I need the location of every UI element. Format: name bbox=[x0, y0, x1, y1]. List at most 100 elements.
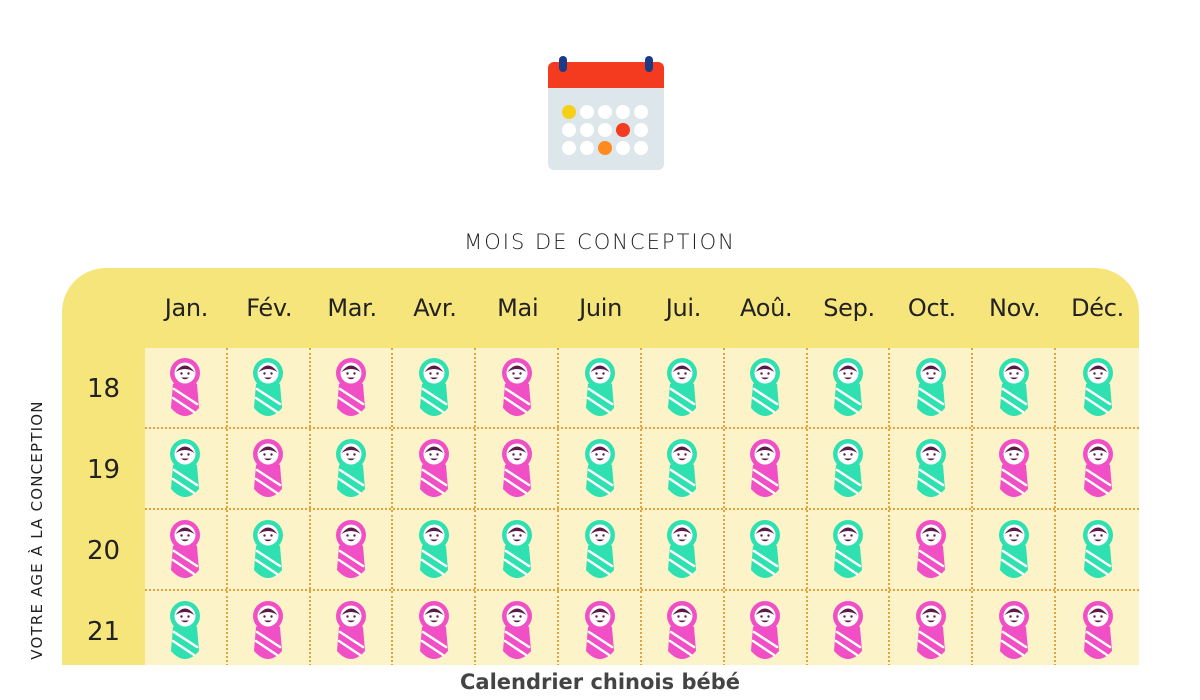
age-label: 18 bbox=[86, 373, 121, 404]
table-cell bbox=[1056, 348, 1139, 427]
boy-baby-icon bbox=[667, 358, 698, 416]
girl-baby-icon bbox=[667, 601, 698, 659]
table-cell bbox=[808, 348, 891, 427]
table-cell bbox=[476, 591, 560, 665]
boy-baby-icon bbox=[915, 358, 946, 416]
girl-baby-icon bbox=[750, 601, 781, 659]
table-cell bbox=[725, 348, 808, 427]
table-cell bbox=[642, 429, 725, 508]
calendar-icon bbox=[548, 56, 664, 170]
table-cell bbox=[476, 429, 560, 508]
month-header: Fév. bbox=[246, 294, 293, 322]
boy-baby-icon bbox=[667, 520, 698, 578]
month-header: Mai bbox=[497, 294, 539, 322]
girl-baby-icon bbox=[833, 601, 864, 659]
caption: Calendrier chinois bébé bbox=[459, 670, 740, 694]
table-cell bbox=[393, 591, 477, 665]
table-cell bbox=[890, 348, 974, 427]
boy-baby-icon bbox=[336, 439, 367, 497]
table-cell bbox=[642, 591, 725, 665]
boy-baby-icon bbox=[584, 439, 615, 497]
table-cell bbox=[145, 591, 228, 665]
table-row bbox=[145, 510, 1139, 591]
month-header: Jui. bbox=[665, 294, 702, 322]
month-header: Sep. bbox=[823, 294, 875, 322]
month-header: Déc. bbox=[1071, 294, 1124, 322]
girl-baby-icon bbox=[253, 601, 284, 659]
table-cell bbox=[476, 510, 560, 589]
table-cell bbox=[808, 429, 891, 508]
boy-baby-icon bbox=[750, 520, 781, 578]
boy-baby-icon bbox=[1082, 520, 1113, 578]
table-row bbox=[145, 348, 1139, 429]
table-cell bbox=[890, 510, 974, 589]
table-cell bbox=[642, 510, 725, 589]
boy-baby-icon bbox=[750, 358, 781, 416]
boy-baby-icon bbox=[170, 439, 201, 497]
girl-baby-icon bbox=[170, 520, 201, 578]
month-header-row: Jan. Fév. Mar. Avr. Mai Juin Jui. Aoû. Sep. Oct. N… bbox=[145, 268, 1139, 348]
age-axis-label: VOTRE AGE À LA CONCEPTION bbox=[28, 400, 46, 660]
table-cell bbox=[393, 510, 477, 589]
boy-baby-icon bbox=[584, 520, 615, 578]
month-header: Juin bbox=[579, 294, 623, 322]
table-cell bbox=[311, 591, 394, 665]
girl-baby-icon bbox=[1082, 439, 1113, 497]
girl-baby-icon bbox=[336, 358, 367, 416]
boy-baby-icon bbox=[915, 439, 946, 497]
month-header: Oct. bbox=[907, 294, 956, 322]
boy-baby-icon bbox=[998, 520, 1029, 578]
boy-baby-icon bbox=[418, 520, 449, 578]
table-cell bbox=[725, 510, 808, 589]
table-cell bbox=[559, 348, 642, 427]
girl-baby-icon bbox=[998, 601, 1029, 659]
girl-baby-icon bbox=[501, 601, 532, 659]
girl-baby-icon bbox=[418, 439, 449, 497]
age-column: 18 19 20 21 bbox=[62, 348, 145, 665]
girl-baby-icon bbox=[170, 358, 201, 416]
table-cell bbox=[559, 429, 642, 508]
table-cell bbox=[228, 429, 311, 508]
table-cell bbox=[973, 591, 1057, 665]
table-cell bbox=[725, 591, 808, 665]
girl-baby-icon bbox=[998, 439, 1029, 497]
table-cell bbox=[228, 591, 311, 665]
boy-baby-icon bbox=[1082, 358, 1113, 416]
boy-baby-icon bbox=[170, 601, 201, 659]
boy-baby-icon bbox=[833, 520, 864, 578]
page-title: MOIS DE CONCEPTION bbox=[464, 230, 736, 254]
boy-baby-icon bbox=[833, 439, 864, 497]
table-cell bbox=[311, 510, 394, 589]
table-row bbox=[145, 429, 1139, 510]
table-cell bbox=[393, 348, 477, 427]
table-cell bbox=[973, 429, 1057, 508]
table-cell bbox=[973, 348, 1057, 427]
girl-baby-icon bbox=[253, 439, 284, 497]
age-label: 20 bbox=[86, 535, 121, 566]
month-header: Jan. bbox=[164, 294, 209, 322]
age-label: 21 bbox=[86, 616, 121, 647]
table-cell bbox=[228, 348, 311, 427]
table-cell bbox=[476, 348, 560, 427]
girl-baby-icon bbox=[501, 358, 532, 416]
baby-grid bbox=[145, 348, 1139, 665]
table-cell bbox=[559, 591, 642, 665]
age-label: 19 bbox=[86, 454, 121, 485]
table-cell bbox=[311, 429, 394, 508]
table-cell bbox=[145, 348, 228, 427]
girl-baby-icon bbox=[915, 601, 946, 659]
table-cell bbox=[145, 429, 228, 508]
table-cell bbox=[311, 348, 394, 427]
table-cell bbox=[808, 591, 891, 665]
table-cell bbox=[890, 429, 974, 508]
table-cell bbox=[808, 510, 891, 589]
table-cell bbox=[642, 348, 725, 427]
table-cell bbox=[1056, 429, 1139, 508]
table-cell bbox=[1056, 591, 1139, 665]
boy-baby-icon bbox=[833, 358, 864, 416]
month-header: Mar. bbox=[327, 294, 377, 322]
boy-baby-icon bbox=[584, 358, 615, 416]
boy-baby-icon bbox=[998, 358, 1029, 416]
girl-baby-icon bbox=[1082, 601, 1113, 659]
boy-baby-icon bbox=[501, 520, 532, 578]
